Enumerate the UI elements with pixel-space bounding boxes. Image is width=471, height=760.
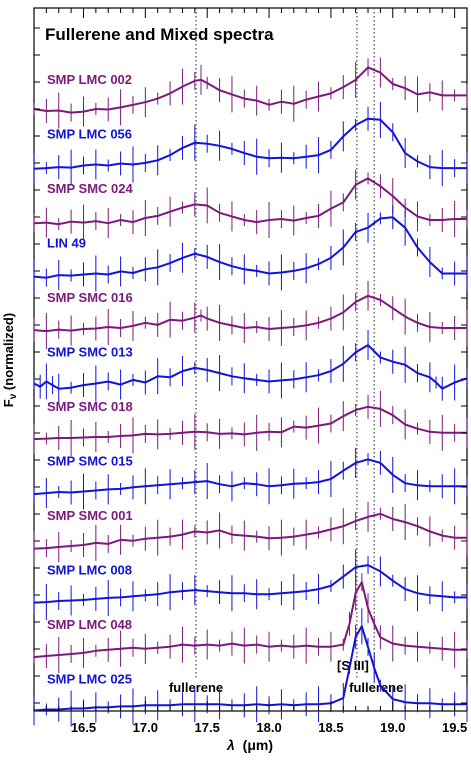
series-labels: SMP LMC 002 SMP LMC 056 SMP SMC 024 LIN 49 S… — [47, 72, 134, 687]
series-smp-smc-001 — [33, 501, 468, 567]
axis-ticks: 16.5 17.0 17.5 18.0 18.5 19.0 19.5 — [33, 8, 468, 735]
series-smp-lmc-056 — [33, 101, 468, 187]
series-line-smp-smc-001 — [33, 512, 467, 550]
series-line-smp-smc-018 — [33, 405, 467, 441]
y-axis-label-main: F — [1, 399, 16, 407]
x-axis-label-symbol: λ — [226, 737, 235, 753]
x-tick-label: 17.5 — [195, 720, 220, 735]
series-label-smp-smc-024: SMP SMC 024 — [47, 181, 134, 196]
vline-label-0: fullerene — [169, 680, 223, 695]
y-axis-label-rest: (normalized) — [1, 313, 16, 394]
series-label-smp-smc-001: SMP SMC 001 — [47, 508, 133, 523]
x-tick-label: 18.0 — [256, 720, 281, 735]
y-axis-label-sub: ν — [8, 393, 19, 399]
series-label-smp-lmc-048: SMP LMC 048 — [47, 617, 132, 632]
reference-lines: fullerene [S III] fullerene — [169, 8, 403, 695]
series-line-smp-smc-015 — [33, 458, 467, 496]
series-lin-49 — [33, 205, 468, 295]
vline-label-2: fullerene — [349, 680, 403, 695]
x-axis-label-unit: (μm) — [243, 737, 273, 753]
series-smp-lmc-002 — [33, 57, 468, 129]
vline-label-1: [S III] — [337, 658, 369, 673]
series-layer — [33, 57, 468, 727]
series-label-smp-smc-013: SMP SMC 013 — [47, 345, 133, 360]
series-line-smp-lmc-056 — [33, 117, 467, 170]
x-tick-label: 18.5 — [318, 720, 343, 735]
series-line-lin-49 — [33, 216, 467, 279]
series-label-smp-lmc-008: SMP LMC 008 — [47, 563, 132, 578]
x-axis-label: λ (μm) — [226, 737, 273, 753]
series-line-smp-smc-024 — [33, 177, 467, 226]
series-smp-smc-015 — [33, 447, 468, 510]
x-tick-label: 19.5 — [442, 720, 467, 735]
series-line-smp-lmc-008 — [33, 564, 467, 604]
x-tick-label: 16.5 — [71, 720, 96, 735]
series-label-smp-lmc-056: SMP LMC 056 — [47, 127, 132, 142]
plot-frame — [33, 7, 468, 712]
x-tick-label: 19.0 — [380, 720, 405, 735]
series-label-smp-smc-016: SMP SMC 016 — [47, 290, 133, 305]
series-label-lin-49: LIN 49 — [47, 236, 86, 251]
series-label-smp-smc-015: SMP SMC 015 — [47, 454, 133, 469]
series-smp-lmc-048 — [33, 573, 468, 673]
series-smp-smc-016 — [33, 280, 468, 350]
series-label-smp-lmc-002: SMP LMC 002 — [47, 72, 132, 87]
y-axis-label: Fν (normalized) — [1, 313, 19, 407]
chart-title: Fullerene and Mixed spectra — [45, 25, 274, 44]
series-smp-smc-018 — [33, 390, 468, 457]
series-smp-smc-024 — [33, 169, 468, 241]
series-smp-smc-013 — [33, 330, 468, 404]
x-tick-label: 17.0 — [133, 720, 158, 735]
series-label-smp-smc-018: SMP SMC 018 — [47, 399, 133, 414]
series-label-smp-lmc-025: SMP LMC 025 — [47, 672, 132, 687]
series-line-smp-lmc-025 — [33, 625, 467, 712]
series-smp-lmc-008 — [33, 549, 468, 621]
